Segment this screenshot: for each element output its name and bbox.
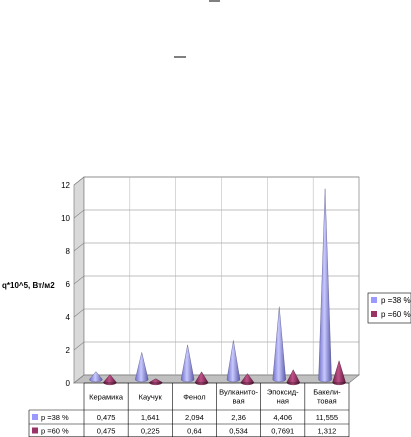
data-label: 2,36 — [231, 413, 246, 422]
data-label: 0,225 — [141, 427, 160, 436]
data-label: 0,475 — [97, 427, 116, 436]
table-series-swatch — [32, 414, 38, 420]
y-axis-label: q*10^5, Вт/м2 — [2, 281, 55, 290]
cone-body — [89, 371, 103, 383]
y-tick-label: 10 — [61, 214, 70, 223]
cone-mark — [194, 371, 209, 386]
y-tick-label: 0 — [66, 379, 71, 388]
cone-mark — [103, 374, 117, 386]
data-label: 1,641 — [141, 413, 160, 422]
category-label: Эпоксид- — [267, 388, 299, 397]
y-tick-label: 6 — [66, 280, 71, 289]
cone-body — [135, 352, 149, 383]
table-series-name: p =38 % — [41, 413, 69, 422]
cone-body — [332, 360, 346, 386]
data-label: 11,555 — [316, 413, 338, 422]
cone-body — [286, 369, 300, 386]
data-label: 1,312 — [318, 427, 337, 436]
y-tick-label: 12 — [61, 181, 70, 190]
data-label: 0,534 — [229, 427, 248, 436]
cone-body — [240, 373, 255, 386]
cone-body — [226, 340, 241, 383]
cone-body — [149, 378, 163, 386]
y-tick-label: 4 — [66, 313, 71, 322]
cone-body — [103, 374, 117, 386]
category-label: Керамика — [89, 393, 124, 402]
data-label: 2,094 — [185, 413, 204, 422]
y-tick-label: 8 — [66, 247, 71, 256]
table-series-name: p =60 % — [41, 427, 69, 436]
gridlines — [73, 176, 359, 384]
cone-mark — [286, 369, 300, 386]
data-label: 0,64 — [187, 427, 202, 436]
legend-label-1: p =60 % — [381, 310, 411, 319]
cone-body — [180, 344, 195, 383]
legend-label-0: p =38 % — [381, 296, 411, 305]
legend-swatch-0 — [371, 297, 377, 303]
cone-mark — [89, 371, 103, 383]
cone-mark — [272, 306, 286, 383]
data-table: Керамика Каучук Фенол Вулканито-вая Эпоксид-… — [28, 382, 350, 437]
cone-mark — [149, 378, 163, 386]
cone-mark — [180, 344, 195, 383]
category-label: ная — [277, 397, 289, 406]
category-label: Каучук — [139, 393, 163, 402]
floor — [73, 374, 360, 384]
cone-mark — [318, 188, 332, 383]
cone-body — [318, 188, 332, 383]
data-label: 4,406 — [273, 413, 292, 422]
category-label: вая — [233, 397, 245, 406]
cone-mark — [332, 360, 346, 386]
cone-body — [272, 306, 286, 383]
data-label: 0,475 — [97, 413, 116, 422]
y-tick-label: 2 — [66, 346, 71, 355]
table-series-swatch — [32, 427, 38, 434]
cone-mark — [226, 340, 241, 383]
cone-body — [194, 371, 209, 386]
legend: p =38 % p =60 % — [367, 292, 411, 324]
cones — [89, 188, 346, 386]
category-label: Вулканито- — [219, 388, 258, 397]
cone-mark — [135, 352, 149, 383]
category-label: Фенол — [183, 393, 205, 402]
y-tick-labels: 0 2 4 6 8 10 12 — [61, 181, 70, 388]
data-label: 0,7691 — [271, 427, 294, 436]
category-label: товая — [317, 397, 337, 406]
cone-mark — [240, 373, 255, 386]
legend-swatch-1 — [371, 311, 377, 317]
category-label: Бакели- — [313, 388, 341, 397]
